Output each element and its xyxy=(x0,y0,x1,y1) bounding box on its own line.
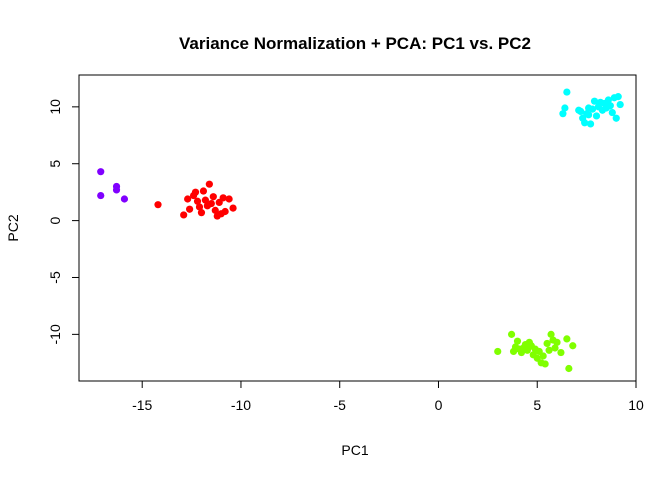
data-point xyxy=(207,199,215,208)
data-point xyxy=(569,342,577,350)
y-tick-label: -5 xyxy=(47,271,63,284)
data-point xyxy=(180,211,188,219)
data-point xyxy=(197,209,206,217)
data-point xyxy=(211,206,219,214)
data-point xyxy=(219,194,227,202)
y-tick-label: 5 xyxy=(47,160,63,168)
x-tick-label: 0 xyxy=(435,397,443,413)
data-point xyxy=(494,347,502,356)
data-point xyxy=(195,203,204,211)
data-point xyxy=(606,102,614,110)
y-tick-label: 0 xyxy=(47,217,63,225)
x-tick-label: -10 xyxy=(231,397,251,413)
y-axis-label: PC2 xyxy=(5,214,21,241)
data-point xyxy=(590,97,599,105)
data-point xyxy=(584,111,593,119)
data-point xyxy=(563,88,571,96)
data-point xyxy=(201,196,210,204)
point-cluster-4 xyxy=(494,330,577,373)
data-point xyxy=(97,191,105,200)
data-point xyxy=(229,204,237,212)
data-point xyxy=(604,96,612,104)
data-point xyxy=(545,346,553,354)
point-cluster-2 xyxy=(154,180,237,220)
data-point xyxy=(513,337,522,345)
y-tick-label: 10 xyxy=(47,99,63,115)
data-point xyxy=(608,108,616,117)
data-point xyxy=(586,120,595,128)
data-point xyxy=(221,207,229,216)
data-point xyxy=(191,188,200,196)
data-point xyxy=(209,193,217,201)
data-point xyxy=(592,112,601,120)
data-point xyxy=(186,205,194,213)
data-point xyxy=(541,360,549,368)
data-point xyxy=(112,186,121,194)
data-point xyxy=(120,195,129,203)
data-point xyxy=(588,105,597,113)
x-axis-label: PC1 xyxy=(341,442,368,458)
data-point xyxy=(97,168,105,176)
data-points xyxy=(97,88,624,373)
data-point xyxy=(507,330,516,338)
data-point xyxy=(525,343,533,351)
data-point xyxy=(553,338,561,346)
data-point xyxy=(575,106,583,114)
x-tick-label: -5 xyxy=(333,397,346,413)
y-axis: -10 -5 0 5 10 xyxy=(47,99,80,344)
data-point xyxy=(612,114,620,122)
data-point xyxy=(559,110,567,118)
x-tick-label: 10 xyxy=(628,397,644,413)
x-tick-label: 5 xyxy=(533,397,541,413)
data-point xyxy=(225,195,233,203)
data-point xyxy=(561,104,569,112)
data-point xyxy=(551,344,559,352)
data-point xyxy=(614,93,622,101)
data-point xyxy=(199,187,208,195)
chart-title: Variance Normalization + PCA: PC1 vs. PC… xyxy=(179,34,531,53)
data-point xyxy=(616,100,624,109)
data-point xyxy=(596,98,605,106)
data-point xyxy=(184,195,192,203)
data-point xyxy=(547,330,555,338)
data-point xyxy=(205,180,213,188)
point-cluster-3 xyxy=(559,88,624,128)
data-point xyxy=(154,201,162,209)
data-point xyxy=(581,119,589,127)
y-tick-label: -10 xyxy=(47,324,63,344)
data-point xyxy=(565,364,573,373)
data-point xyxy=(543,339,551,348)
x-axis: -15 -10 -5 0 5 10 xyxy=(132,380,644,413)
data-point xyxy=(539,352,547,360)
data-point xyxy=(557,348,565,357)
data-point xyxy=(193,197,202,205)
data-point xyxy=(563,335,571,343)
x-tick-label: -15 xyxy=(132,397,152,413)
point-cluster-1 xyxy=(97,168,129,203)
